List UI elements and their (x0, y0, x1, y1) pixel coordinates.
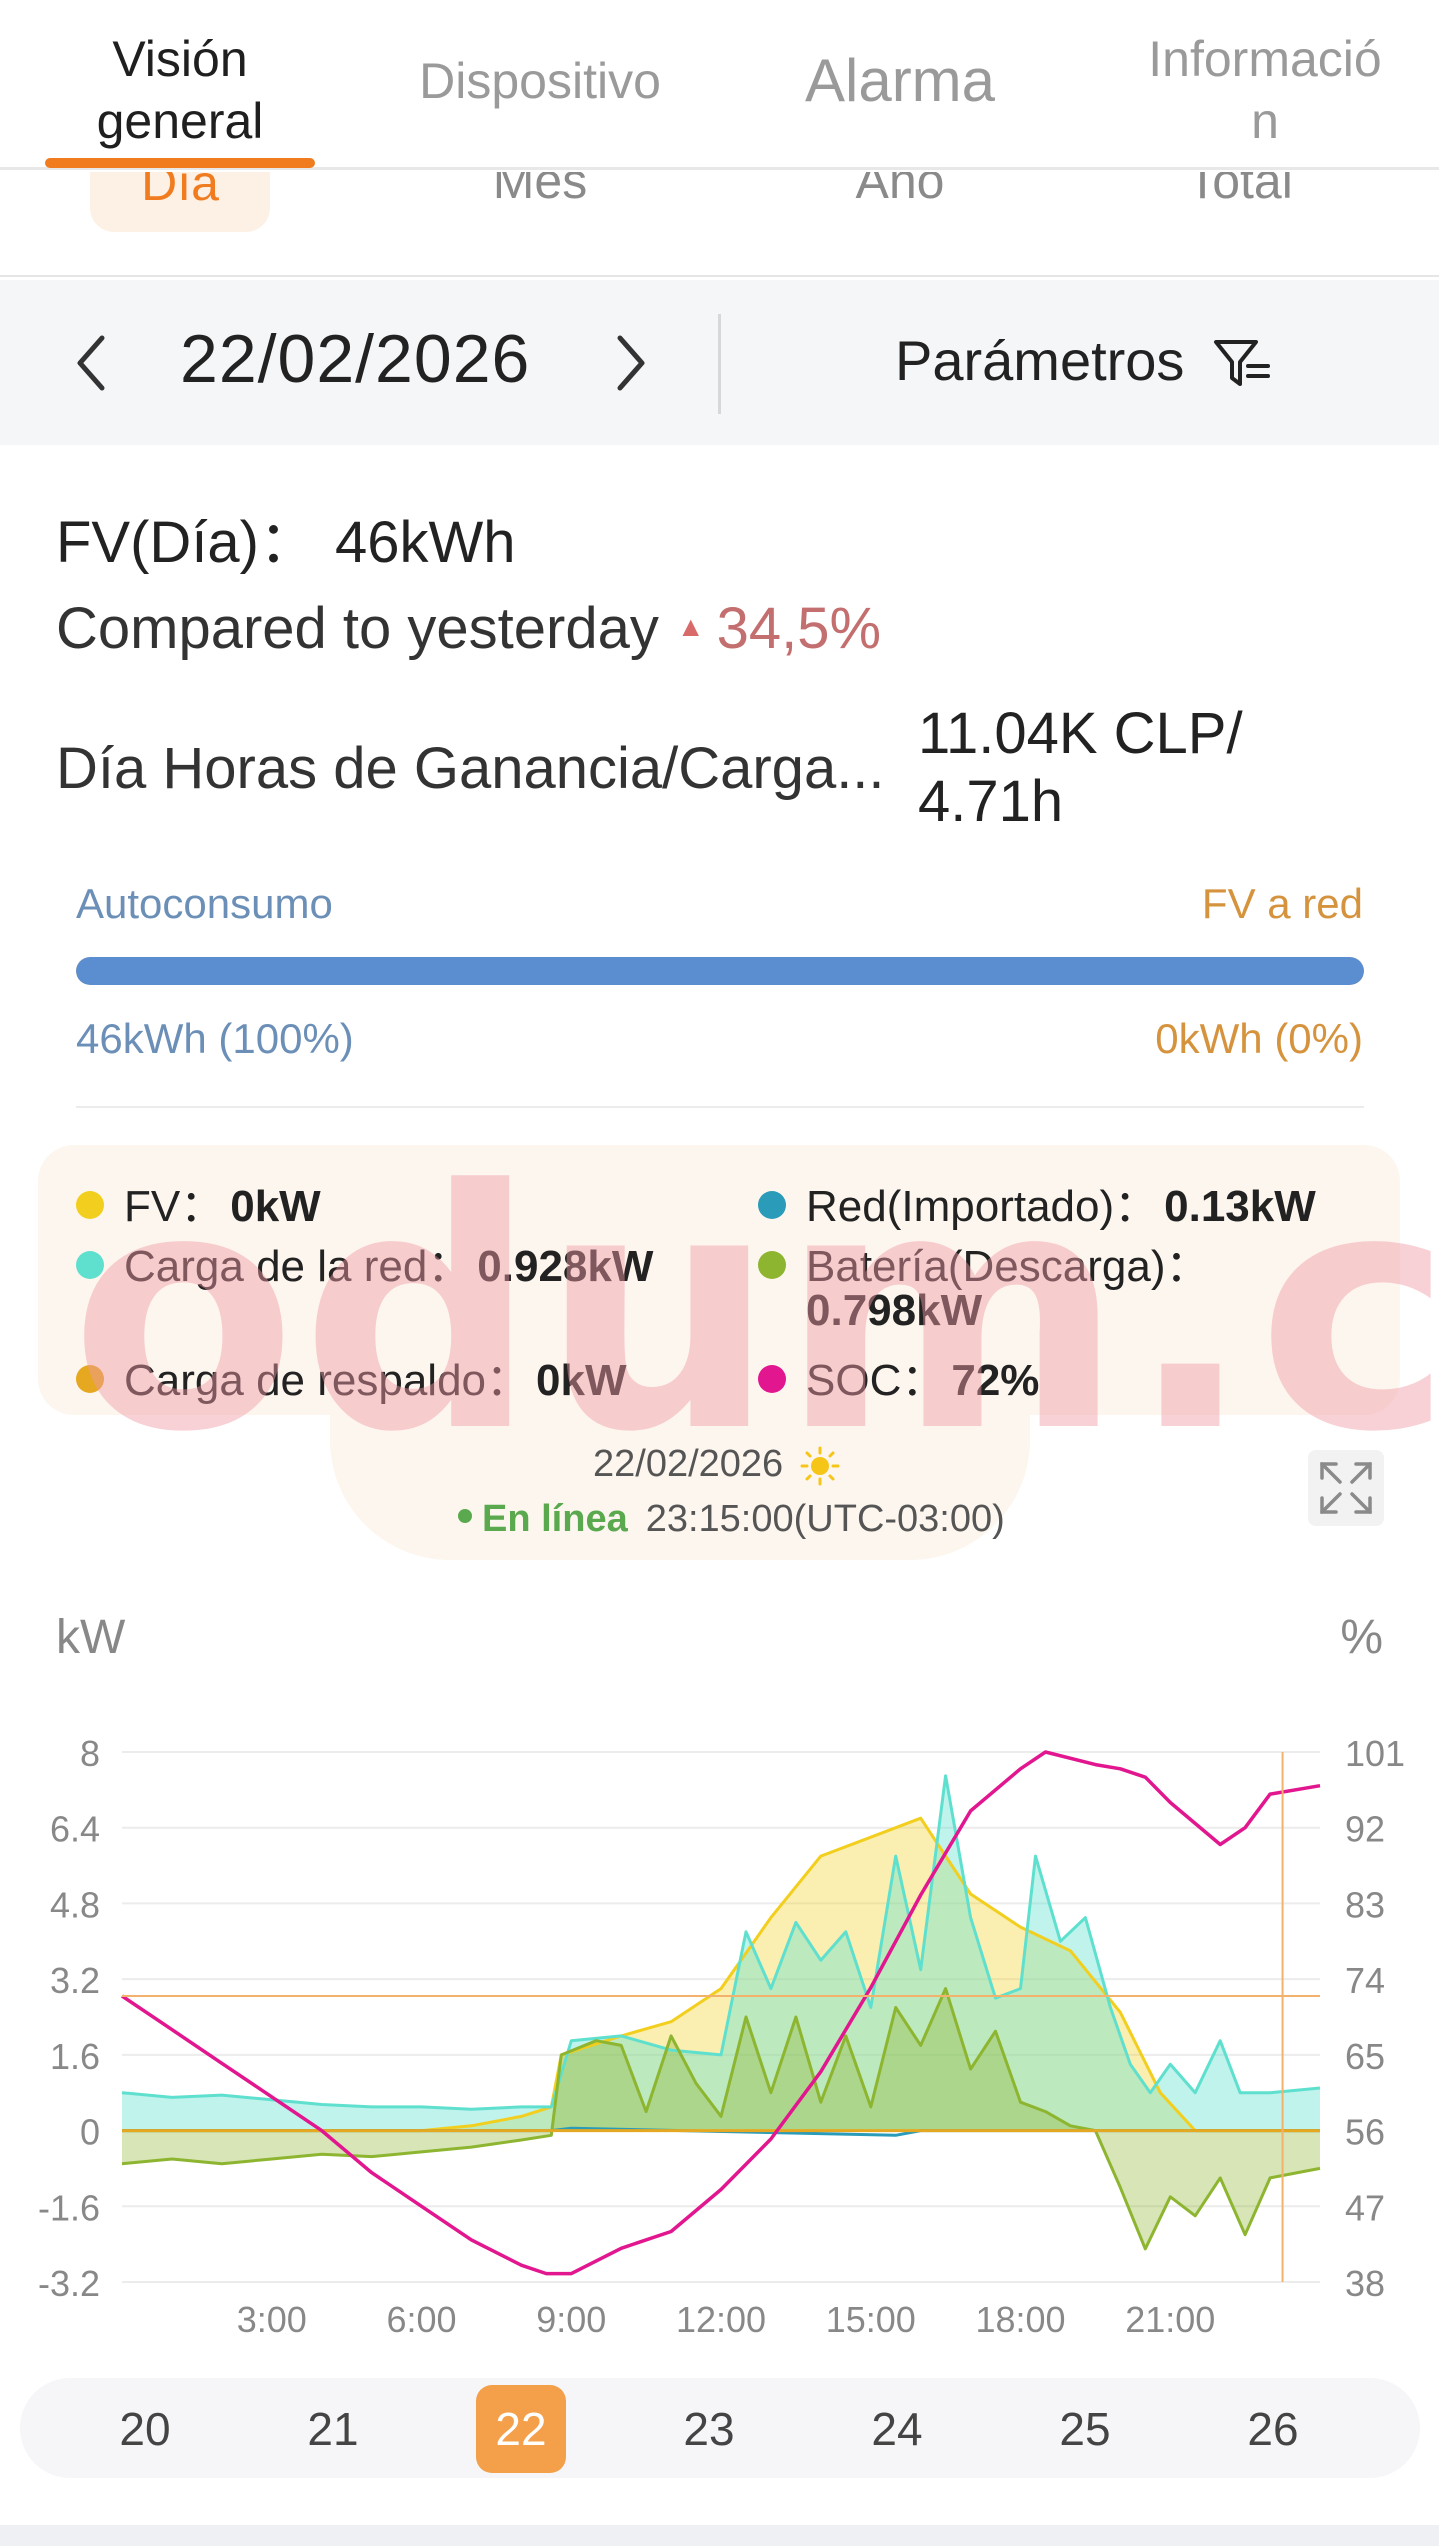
power-chart[interactable]: 8 101 6.4 92 4.8 83 3.2 74 1.6 65 0 56 -1.6 47 -3.2 38 3… (0, 1700, 1439, 2340)
x-tick-label: 12:00 (676, 2299, 766, 2340)
tab-device[interactable]: Dispositivo (419, 53, 661, 109)
compare-yesterday: Compared to yesterday ▲ 34,5% (56, 595, 881, 662)
gain-hours-value: 11.04K CLP/ 4.71h (918, 701, 1243, 834)
legend-dot (758, 1365, 786, 1393)
y-tick-label: 1.6 (50, 2036, 100, 2077)
self-consumption-fill (76, 957, 1364, 985)
y-axis-unit-left: kW (56, 1611, 126, 1664)
legend-dot (758, 1251, 786, 1279)
active-tab-indicator (45, 158, 315, 168)
series-line-carga-de-la-red (121, 1774, 1321, 2111)
online-status: En línea 23:15:00(UTC-03:00) (458, 1498, 1005, 1541)
subtab-day[interactable]: Día (90, 172, 270, 232)
legend-battery-value: 0.798kW (806, 1286, 983, 1335)
status-panel (38, 1145, 1400, 1415)
self-consumption-label: Autoconsumo (76, 880, 333, 927)
chevron-right-icon[interactable] (600, 328, 660, 398)
y-tick-label: -1.6 (38, 2187, 100, 2228)
parameters-button[interactable]: Parámetros (895, 329, 1185, 392)
x-tick-label: 18:00 (975, 2299, 1065, 2340)
series-line-soc (121, 1750, 1321, 2276)
divider (718, 314, 721, 414)
y-tick-label: 8 (80, 1733, 100, 1774)
watermark: odum.cl (70, 1120, 1439, 1504)
day-20[interactable]: 20 (119, 2403, 171, 2455)
series-area-fv (122, 1818, 1320, 2131)
pv-day-value: 46kWh (335, 510, 516, 575)
self-consumption-bar (76, 957, 1364, 985)
day-23[interactable]: 23 (683, 2403, 735, 2455)
pv-to-grid-label: FV a red (1201, 880, 1363, 927)
legend-soc: SOC： 72% (758, 1344, 1039, 1408)
legend-battery: Batería(Descarga)： (758, 1230, 1209, 1294)
legend-backup-load: Carga de respaldo： 0kW (76, 1344, 627, 1408)
x-tick-label: 6:00 (386, 2299, 456, 2340)
status-label: En línea (482, 1498, 628, 1540)
panel-date: 22/02/2026 (593, 1443, 784, 1485)
online-dot (458, 1509, 472, 1523)
y-tick-label: 0 (80, 2112, 100, 2153)
status-time: 23:15:00(UTC-03:00) (645, 1498, 1005, 1540)
expand-icon[interactable] (1308, 1450, 1384, 1526)
y-tick-label: -3.2 (38, 2263, 100, 2304)
x-tick-label: 21:00 (1125, 2299, 1215, 2340)
series-area-carga-de-la-red (122, 1775, 1320, 2131)
y2-tick-label: 38 (1345, 2263, 1385, 2304)
y-tick-label: 4.8 (50, 1884, 100, 1925)
series-area-bater-a-descarga- (122, 1988, 1320, 2249)
y-tick-label: 3.2 (50, 1960, 100, 2001)
up-arrow-icon: ▲ (676, 611, 705, 642)
day-21[interactable]: 21 (307, 2403, 359, 2455)
compare-label: Compared to yesterday (56, 596, 659, 661)
y2-tick-label: 74 (1345, 1960, 1385, 2001)
self-consumption-value: 46kWh (100%) (76, 1015, 354, 1062)
day-24[interactable]: 24 (871, 2403, 923, 2455)
day-25[interactable]: 25 (1059, 2403, 1111, 2455)
series-line-bater-a-descarga- (121, 1987, 1321, 2251)
divider (76, 1106, 1364, 1108)
day-26[interactable]: 26 (1247, 2403, 1299, 2455)
legend-pv: FV： 0kW (76, 1170, 321, 1234)
x-tick-label: 15:00 (826, 2299, 916, 2340)
date-bar: 22/02/2026 Parámetros (0, 280, 1439, 445)
y2-tick-label: 47 (1345, 2187, 1385, 2228)
y-tick-label: 6.4 (50, 1809, 100, 1850)
y2-tick-label: 65 (1345, 2036, 1385, 2077)
status-panel-tab (330, 1400, 1030, 1560)
top-tabs: Visión general Dispositivo Alarma Inform… (0, 0, 1439, 170)
legend-dot (76, 1251, 104, 1279)
y-axis-unit-right: % (1340, 1611, 1383, 1664)
subtab-year[interactable]: Año (855, 172, 945, 209)
pv-day-summary: FV(Día)： 46kWh (56, 495, 516, 579)
legend-dot (76, 1365, 104, 1393)
day-22[interactable]: 22 (476, 2385, 566, 2473)
pv-day-label: FV(Día)： (56, 510, 318, 575)
chevron-left-icon[interactable] (62, 328, 122, 398)
period-subtabs: Día Mes Año Total (0, 172, 1439, 277)
subtab-month[interactable]: Mes (492, 172, 588, 209)
x-tick-label: 9:00 (536, 2299, 606, 2340)
compare-value: 34,5% (716, 596, 882, 661)
y2-tick-label: 101 (1345, 1733, 1405, 1774)
bottom-bar (0, 2525, 1439, 2546)
tab-alarm[interactable]: Alarma (804, 47, 996, 114)
legend-dot (758, 1191, 786, 1219)
day-selector (20, 2378, 1420, 2478)
legend-grid-load: Carga de la red： 0.928kW (76, 1230, 653, 1294)
filter-icon[interactable] (1212, 336, 1272, 392)
x-tick-label: 3:00 (237, 2299, 307, 2340)
y2-tick-label: 83 (1345, 1884, 1385, 1925)
legend-grid-import: Red(Importado)： 0.13kW (758, 1170, 1316, 1234)
series-line-fv (122, 1816, 1320, 2133)
gain-hours-label: Día Horas de Ganancia/Carga... (56, 736, 885, 801)
tab-overview[interactable]: Visión general (96, 31, 264, 149)
tab-information[interactable]: Informació n (1148, 31, 1382, 149)
subtab-total[interactable]: Total (1187, 172, 1293, 209)
pv-to-grid-value: 0kWh (0%) (1155, 1015, 1363, 1062)
y2-tick-label: 92 (1345, 1809, 1385, 1850)
selected-date[interactable]: 22/02/2026 (180, 321, 531, 397)
y2-tick-label: 56 (1345, 2112, 1385, 2153)
legend-dot (76, 1191, 104, 1219)
sun-icon (800, 1446, 840, 1486)
